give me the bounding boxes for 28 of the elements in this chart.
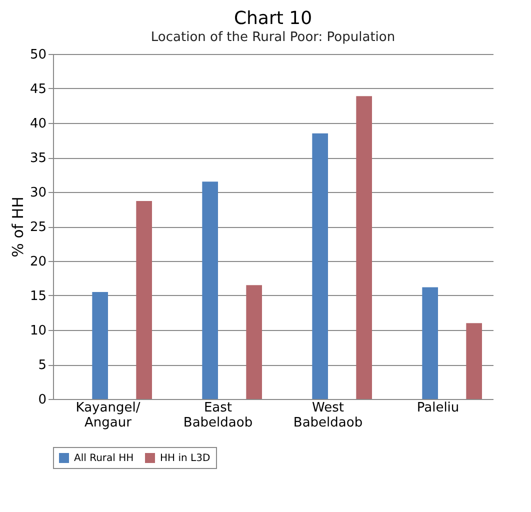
bar bbox=[356, 96, 372, 399]
y-tick-label: 5 bbox=[38, 358, 46, 373]
y-tick-label: 25 bbox=[30, 220, 46, 235]
legend-label: HH in L3D bbox=[160, 453, 210, 464]
x-tick-label: West Babeldaob bbox=[293, 400, 363, 430]
y-tick-label: 30 bbox=[30, 186, 46, 200]
bar bbox=[422, 287, 438, 399]
bar bbox=[312, 133, 328, 399]
bar bbox=[202, 182, 218, 399]
bar bbox=[466, 323, 482, 399]
x-tick-label: East Babeldaob bbox=[183, 400, 253, 430]
y-tick-label: 40 bbox=[30, 116, 46, 132]
bar bbox=[92, 292, 108, 399]
y-axis-title: % of HH bbox=[8, 196, 27, 258]
bar bbox=[246, 285, 262, 399]
y-tick-label: 0 bbox=[38, 392, 46, 408]
chart-title: Chart 10 bbox=[234, 8, 312, 29]
chart-subtitle: Location of the Rural Poor: Population bbox=[150, 30, 396, 45]
legend-label: All Rural HH bbox=[74, 453, 134, 464]
y-tick-label: 10 bbox=[30, 324, 46, 338]
y-tick-label: 20 bbox=[30, 254, 46, 270]
bar bbox=[136, 200, 152, 399]
y-tick-label: 35 bbox=[30, 151, 46, 166]
x-tick-label: Kayangel/ Angaur bbox=[76, 400, 141, 430]
y-tick-label: 15 bbox=[30, 289, 46, 304]
y-tick-label: 45 bbox=[30, 82, 46, 97]
x-tick-label: Paleliu bbox=[416, 400, 460, 416]
y-tick-label: 50 bbox=[30, 48, 46, 62]
